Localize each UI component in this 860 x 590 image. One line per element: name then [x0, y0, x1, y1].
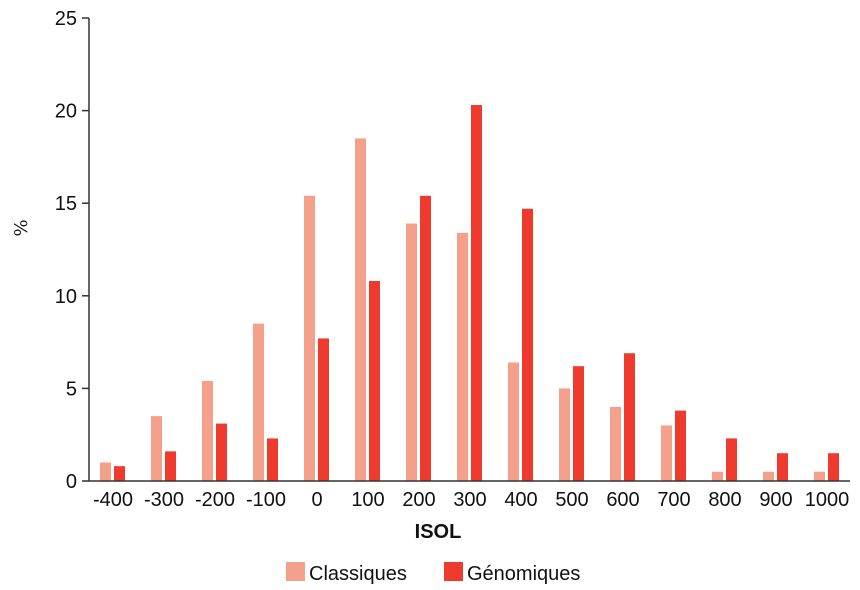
- bar-genomiques: [828, 453, 839, 481]
- bar-classiques: [814, 471, 825, 481]
- bar-genomiques: [318, 338, 329, 481]
- bar-genomiques: [624, 353, 635, 481]
- bar-classiques: [100, 462, 111, 481]
- bar-classiques: [355, 138, 366, 481]
- x-tick-label: 800: [708, 489, 741, 511]
- bars-group: [100, 105, 839, 482]
- y-tick-label: 15: [55, 193, 77, 215]
- x-tick-label: 500: [555, 489, 588, 511]
- bar-classiques: [610, 406, 621, 481]
- bar-genomiques: [114, 466, 125, 481]
- x-tick-label: 400: [504, 489, 537, 511]
- bar-genomiques: [522, 208, 533, 482]
- y-tick-label: 0: [66, 471, 77, 493]
- x-tick-label: 1000: [805, 489, 850, 511]
- bar-genomiques: [573, 366, 584, 481]
- y-tick-label: 25: [55, 8, 77, 30]
- bar-genomiques: [777, 453, 788, 481]
- x-tick-label: 900: [759, 489, 792, 511]
- bar-classiques: [406, 223, 417, 481]
- x-axis-title: ISOL: [415, 521, 462, 543]
- bar-classiques: [253, 323, 264, 481]
- legend: Classiques Génomiques: [286, 562, 580, 585]
- y-axis-title: %: [11, 219, 32, 236]
- bar-classiques: [304, 195, 315, 482]
- x-tick-label: 300: [453, 489, 486, 511]
- x-tick-label: 200: [402, 489, 435, 511]
- bar-classiques: [457, 232, 468, 481]
- x-tick-label: 0: [311, 489, 322, 511]
- bar-genomiques: [420, 195, 431, 482]
- bar-genomiques: [165, 451, 176, 481]
- bar-genomiques: [216, 423, 227, 481]
- x-tick-label: 100: [351, 489, 384, 511]
- y-tick-label: 20: [55, 101, 77, 123]
- y-ticks-group: 0 5 10 15 20 25: [55, 8, 89, 493]
- bar-classiques: [202, 380, 213, 481]
- bar-genomiques: [267, 438, 278, 481]
- y-tick-label: 5: [66, 378, 77, 400]
- legend-swatch: [286, 562, 305, 581]
- y-tick-label: 10: [55, 286, 77, 308]
- bar-classiques: [559, 388, 570, 481]
- legend-label: Génomiques: [467, 563, 580, 585]
- legend-swatch: [444, 562, 463, 581]
- x-tick-label: 600: [606, 489, 639, 511]
- legend-label: Classiques: [309, 563, 407, 585]
- bar-genomiques: [369, 280, 380, 481]
- x-tick-label: 700: [657, 489, 690, 511]
- bar-classiques: [151, 416, 162, 481]
- bar-classiques: [661, 425, 672, 481]
- bar-genomiques: [675, 410, 686, 481]
- x-tick-label: -400: [93, 489, 133, 511]
- bar-classiques: [508, 362, 519, 481]
- x-tick-label: -200: [195, 489, 235, 511]
- x-tick-label: -100: [246, 489, 286, 511]
- bar-classiques: [712, 471, 723, 481]
- x-ticks-group: -400 -300 -200 -100 0 100 200 300 400 500 600 700 80…: [93, 489, 849, 511]
- x-tick-label: -300: [144, 489, 184, 511]
- bar-classiques: [763, 471, 774, 481]
- bar-genomiques: [726, 438, 737, 481]
- bar-genomiques: [471, 105, 482, 481]
